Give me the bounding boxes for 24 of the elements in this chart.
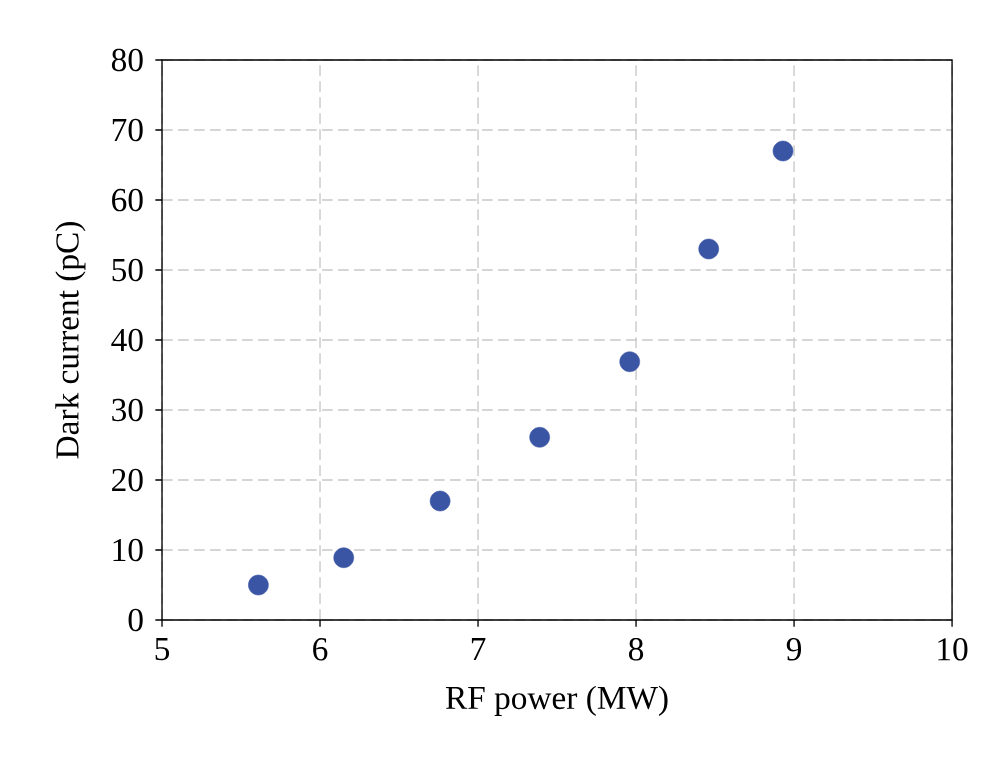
point	[529, 427, 550, 448]
y-tick-label: 80	[111, 48, 143, 72]
y-axis-title: Dark current (pC)	[55, 222, 86, 459]
x-tick-label: 9	[786, 638, 802, 661]
y-tick-label: 30	[112, 398, 143, 422]
x-tick-label: 7	[471, 638, 486, 660]
y-tick-label: 60	[112, 188, 143, 212]
point	[698, 238, 719, 260]
x-tick-label: 5	[155, 638, 170, 661]
x-tick-label: 8	[628, 638, 644, 661]
y-tick-label: 70	[112, 118, 143, 142]
x-tick-label: 6	[313, 638, 328, 661]
y-tick-label: 20	[112, 468, 143, 492]
point	[333, 547, 354, 568]
x-axis-title: RF power (MW)	[445, 685, 668, 716]
y-tick-label: 40	[111, 328, 143, 352]
point	[248, 574, 269, 596]
y-tick-label: 50	[112, 258, 143, 282]
point	[619, 351, 640, 372]
x-tick-label: 10	[938, 638, 968, 661]
point	[772, 140, 794, 162]
y-tick-label: 10	[113, 538, 143, 562]
point	[429, 490, 451, 512]
y-tick-label: 0	[128, 608, 143, 632]
